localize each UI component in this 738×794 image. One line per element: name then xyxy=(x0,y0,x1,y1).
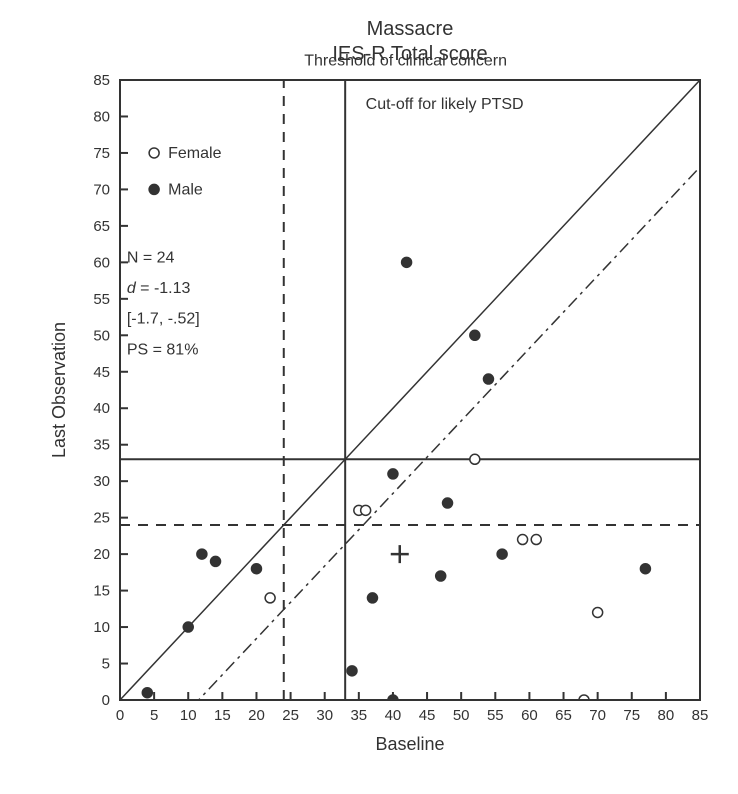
y-tick-label: 60 xyxy=(93,254,110,271)
scatter-chart: MassacreIES-R Total score051015202530354… xyxy=(0,0,738,794)
data-point-male xyxy=(211,556,221,566)
legend-label-male: Male xyxy=(168,181,203,198)
data-point-male xyxy=(470,330,480,340)
data-point-male xyxy=(251,564,261,574)
y-tick-label: 50 xyxy=(93,327,110,344)
x-tick-label: 85 xyxy=(692,707,709,724)
x-tick-label: 65 xyxy=(555,707,572,724)
x-tick-label: 60 xyxy=(521,707,538,724)
x-tick-label: 0 xyxy=(116,707,124,724)
data-point-female xyxy=(518,535,528,545)
x-tick-label: 5 xyxy=(150,707,158,724)
stats-line: [-1.7, -.52] xyxy=(127,311,200,328)
x-tick-label: 55 xyxy=(487,707,504,724)
y-tick-label: 70 xyxy=(93,181,110,198)
stats-line: d = -1.13 xyxy=(127,280,191,297)
y-tick-label: 30 xyxy=(93,473,110,490)
threshold-label: Threshold of clinical concern xyxy=(304,52,507,69)
x-tick-label: 30 xyxy=(316,707,333,724)
x-tick-label: 40 xyxy=(385,707,402,724)
x-tick-label: 45 xyxy=(419,707,436,724)
y-tick-label: 45 xyxy=(93,364,110,381)
y-axis-label: Last Observation xyxy=(49,322,69,458)
data-point-female xyxy=(531,535,541,545)
data-point-male xyxy=(197,549,207,559)
data-point-female xyxy=(593,607,603,617)
legend-marker-male xyxy=(149,184,159,194)
data-point-male xyxy=(367,593,377,603)
x-tick-label: 35 xyxy=(350,707,367,724)
data-point-male xyxy=(183,622,193,632)
cutoff-label: Cut-off for likely PTSD xyxy=(366,96,524,113)
data-point-male xyxy=(640,564,650,574)
y-tick-label: 75 xyxy=(93,145,110,162)
chart-title-line1: Massacre xyxy=(367,18,454,40)
stats-line: PS = 81% xyxy=(127,341,199,358)
y-tick-label: 10 xyxy=(93,619,110,636)
x-tick-label: 80 xyxy=(658,707,675,724)
x-tick-label: 75 xyxy=(623,707,640,724)
y-tick-label: 15 xyxy=(93,583,110,600)
data-point-male xyxy=(436,571,446,581)
data-point-female xyxy=(470,454,480,464)
y-tick-label: 5 xyxy=(102,656,110,673)
data-point-male xyxy=(402,257,412,267)
x-tick-label: 70 xyxy=(589,707,606,724)
data-point-male xyxy=(497,549,507,559)
y-tick-label: 85 xyxy=(93,72,110,89)
x-tick-label: 20 xyxy=(248,707,265,724)
x-tick-label: 50 xyxy=(453,707,470,724)
y-tick-label: 65 xyxy=(93,218,110,235)
y-tick-label: 80 xyxy=(93,108,110,125)
y-tick-label: 35 xyxy=(93,437,110,454)
chart-svg: MassacreIES-R Total score051015202530354… xyxy=(0,0,738,794)
data-point-female xyxy=(265,593,275,603)
legend-marker-female xyxy=(149,148,159,158)
y-tick-label: 55 xyxy=(93,291,110,308)
y-tick-label: 40 xyxy=(93,400,110,417)
y-tick-label: 25 xyxy=(93,510,110,527)
stats-line: N = 24 xyxy=(127,249,175,266)
y-tick-label: 0 xyxy=(102,692,110,709)
data-point-female xyxy=(361,505,371,515)
x-tick-label: 10 xyxy=(180,707,197,724)
data-point-male xyxy=(347,666,357,676)
x-tick-label: 25 xyxy=(282,707,299,724)
y-tick-label: 20 xyxy=(93,546,110,563)
data-point-male xyxy=(443,498,453,508)
data-point-male xyxy=(142,688,152,698)
x-axis-label: Baseline xyxy=(375,734,444,754)
legend-label-female: Female xyxy=(168,145,221,162)
x-tick-label: 15 xyxy=(214,707,231,724)
data-point-male xyxy=(388,469,398,479)
data-point-male xyxy=(483,374,493,384)
